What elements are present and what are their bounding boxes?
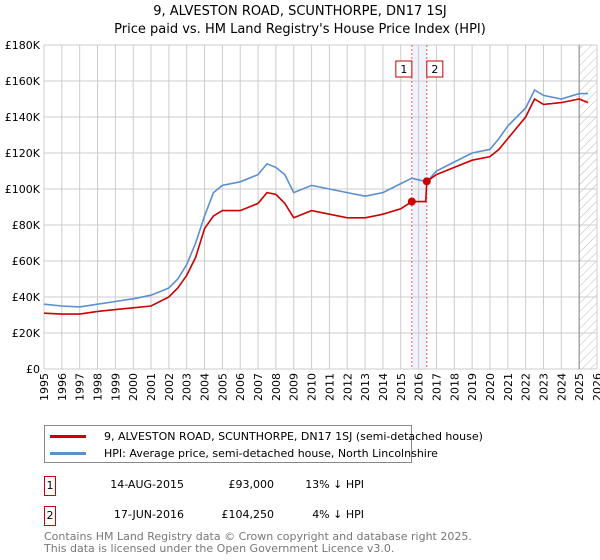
y-tick-label: £40K xyxy=(12,291,41,304)
transaction-row: 2 17-JUN-2016 £104,250 4% ↓ HPI xyxy=(44,506,444,526)
marker-label-box xyxy=(426,60,444,78)
x-tick-label: 2004 xyxy=(199,373,212,401)
x-tick-label: 2025 xyxy=(573,373,586,401)
y-tick-label: £0 xyxy=(26,363,40,376)
transaction-date: 17-JUN-2016 xyxy=(113,508,184,521)
y-tick-label: £80K xyxy=(12,219,41,232)
price-paid-line xyxy=(43,97,589,315)
footer: Contains HM Land Registry data © Crown c… xyxy=(44,531,472,555)
x-tick-label: 2009 xyxy=(288,373,301,401)
x-tick-label: 2012 xyxy=(341,373,354,401)
forecast-hatch xyxy=(579,45,597,369)
transaction-hpi: 13% ↓ HPI xyxy=(305,478,364,491)
x-tick-label: 1997 xyxy=(74,373,87,401)
transaction-date: 14-AUG-2015 xyxy=(110,478,184,491)
x-tick-label: 1996 xyxy=(56,373,69,401)
x-tick-label: 2016 xyxy=(413,373,426,401)
x-tick-label: 2008 xyxy=(270,373,283,401)
y-tick-label: £140K xyxy=(5,111,41,124)
x-tick-label: 2003 xyxy=(181,373,194,401)
x-tick-label: 2014 xyxy=(377,373,390,401)
marker-label: 1 xyxy=(400,63,407,76)
y-tick-label: £160K xyxy=(5,75,41,88)
transaction-hpi: 4% ↓ HPI xyxy=(312,508,364,521)
x-tick-label: 2024 xyxy=(555,373,568,401)
x-tick-label: 2026 xyxy=(591,373,600,401)
y-tick-label: £60K xyxy=(12,255,41,268)
x-tick-label: 2000 xyxy=(127,373,140,401)
transaction-price: £93,000 xyxy=(228,478,275,491)
chart-subtitle: Price paid vs. HM Land Registry's House … xyxy=(114,22,486,37)
marker-label-box xyxy=(395,60,413,78)
legend-red-line xyxy=(50,434,86,438)
x-tick-label: 2002 xyxy=(163,373,176,401)
x-tick-label: 2021 xyxy=(502,373,515,401)
x-tick-label: 2011 xyxy=(323,373,336,401)
sale-point xyxy=(422,177,431,186)
y-tick-label: £120K xyxy=(5,147,41,160)
x-tick-label: 2015 xyxy=(395,373,408,401)
footer-line: Contains HM Land Registry data © Crown c… xyxy=(44,530,472,543)
x-tick-label: 2010 xyxy=(306,373,319,401)
x-tick-label: 2005 xyxy=(216,373,229,401)
chart-title: 9, ALVESTON ROAD, SCUNTHORPE, DN17 1SJ xyxy=(153,4,447,19)
x-tick-label: 1995 xyxy=(38,373,51,401)
x-tick-label: 2001 xyxy=(145,373,158,401)
transaction-row: 1 14-AUG-2015 £93,000 13% ↓ HPI xyxy=(44,476,444,496)
transaction-price: £104,250 xyxy=(221,508,275,521)
plot-area: £0 £20K £40K £60K £80K £100K £120K £140K £160K £1… xyxy=(5,39,600,401)
hpi-line xyxy=(43,88,589,308)
legend: 9, ALVESTON ROAD, SCUNTHORPE, DN17 1SJ (… xyxy=(44,425,483,463)
x-tick-label: 1999 xyxy=(109,373,122,401)
marker-label: 2 xyxy=(431,63,438,76)
x-tick-label: 1998 xyxy=(92,373,105,401)
marker-badge: 1 xyxy=(44,476,56,496)
x-tick-label: 2023 xyxy=(537,373,550,401)
x-tick-label: 2018 xyxy=(448,373,461,401)
sale-period-band xyxy=(411,45,427,369)
legend-property: 9, ALVESTON ROAD, SCUNTHORPE, DN17 1SJ (… xyxy=(104,429,483,443)
x-tick-label: 2013 xyxy=(359,373,372,401)
x-tick-label: 2006 xyxy=(234,373,247,401)
legend-blue-line xyxy=(50,451,86,455)
y-tick-label: £180K xyxy=(5,39,41,52)
x-tick-label: 2022 xyxy=(520,373,533,401)
x-tick-label: 2019 xyxy=(466,373,479,401)
sale-point xyxy=(407,197,416,206)
x-tick-label: 2017 xyxy=(430,373,443,401)
x-tick-label: 2007 xyxy=(252,373,265,401)
marker-badge: 2 xyxy=(44,506,56,526)
y-tick-label: £20K xyxy=(12,327,41,340)
y-tick-label: £100K xyxy=(5,183,41,196)
footer-line: This data is licensed under the Open Gov… xyxy=(44,542,395,555)
x-tick-label: 2020 xyxy=(484,373,497,401)
legend-hpi: HPI: Average price, semi-detached house,… xyxy=(104,446,438,460)
